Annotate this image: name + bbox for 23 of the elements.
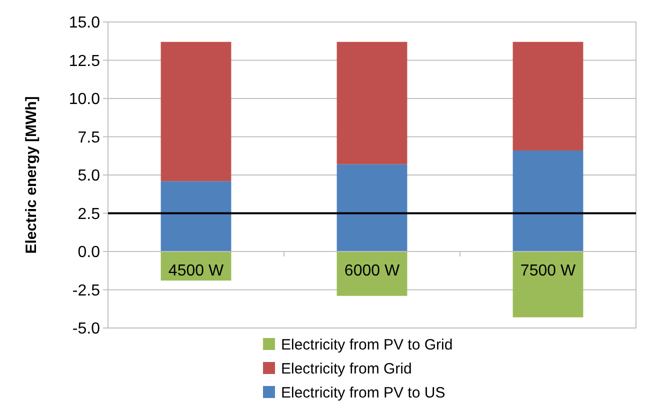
x-tick-label: 7500 W [520, 262, 576, 280]
legend-label: Electricity from PV to US [281, 384, 446, 402]
bar [160, 181, 232, 252]
legend-label: Electricity from Grid [281, 360, 412, 378]
x-tick-label: 4500 W [168, 262, 224, 280]
x-tick-label: 6000 W [344, 262, 400, 280]
y-tick-label: -2.5 [72, 282, 100, 300]
bar [336, 42, 408, 164]
legend-label: Electricity from PV to Grid [281, 336, 453, 354]
y-tick-label: 15.0 [68, 14, 100, 32]
y-tick-label: 12.5 [68, 52, 100, 70]
y-tick-label: -5.0 [72, 320, 100, 338]
y-axis-title: Electric energy [MWh] [23, 96, 40, 254]
y-tick-label: 0.0 [78, 244, 100, 262]
y-tick-label: 2.5 [78, 206, 100, 223]
bar [336, 164, 408, 252]
y-tick-label: 7.5 [78, 129, 100, 146]
bar [160, 42, 232, 182]
bar [512, 42, 584, 151]
bar [512, 252, 584, 318]
y-tick-label: 5.0 [78, 168, 100, 185]
bar [512, 150, 584, 252]
y-tick-label: 10.0 [68, 91, 100, 108]
